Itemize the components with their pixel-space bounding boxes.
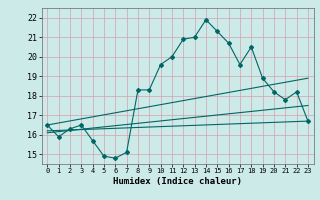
X-axis label: Humidex (Indice chaleur): Humidex (Indice chaleur): [113, 177, 242, 186]
